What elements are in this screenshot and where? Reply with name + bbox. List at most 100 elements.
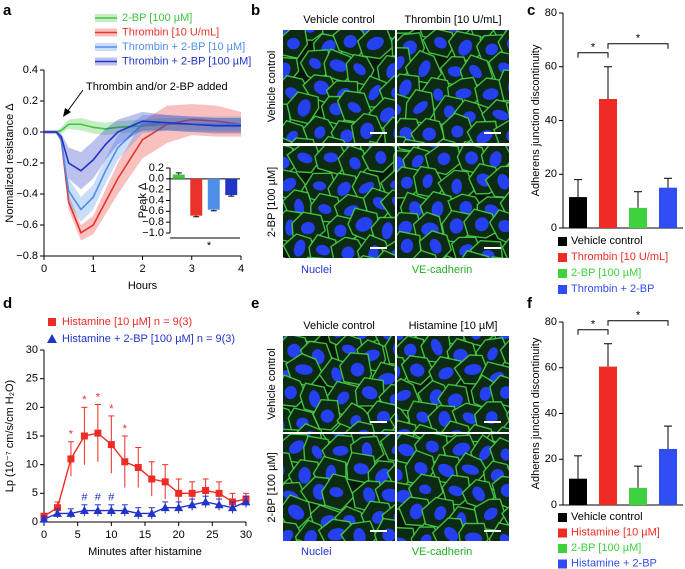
nucleus (429, 238, 442, 254)
y-tick-label: 25 (26, 373, 38, 385)
caption: Nuclei (301, 546, 332, 558)
cell-junction (512, 216, 543, 244)
nucleus (353, 463, 369, 475)
nucleus (287, 37, 300, 50)
y-tick-label: −0.6 (142, 205, 164, 217)
nucleus (281, 264, 293, 282)
nucleus (447, 393, 463, 408)
nucleus (462, 412, 478, 424)
nucleus (391, 86, 395, 100)
nucleus (320, 409, 335, 423)
bar (599, 99, 617, 228)
cell-junction (397, 526, 416, 541)
nucleus (433, 88, 444, 101)
y-tick-label: 30 (26, 344, 38, 356)
nucleus (418, 60, 431, 78)
nucleus (419, 484, 432, 495)
nucleus (444, 526, 459, 541)
legend-marker (47, 334, 57, 343)
nucleus (515, 157, 531, 174)
nucleus (430, 338, 443, 356)
nucleus (420, 534, 432, 541)
nucleus (329, 487, 344, 498)
nucleus (438, 463, 455, 478)
marker (67, 455, 75, 463)
marker (107, 441, 115, 449)
y-tick-label: 20 (26, 401, 38, 413)
caption: VE-cadherin (412, 264, 473, 276)
nucleus (375, 151, 387, 164)
nucleus (451, 178, 462, 195)
cell-junction (295, 538, 303, 541)
x-tick-label: 25 (206, 529, 218, 541)
nucleus (461, 464, 480, 475)
legend-label: Thrombin [10 U/mL] (571, 251, 668, 263)
legend-label: Histamine + 2-BP [100 µM] n = 9(3) (62, 333, 235, 345)
cell-junction (383, 546, 414, 569)
marker (52, 508, 62, 517)
x-tick-label: 1 (90, 263, 96, 275)
x-axis-title: Minutes after histamine (88, 546, 202, 558)
panel-label: b (251, 2, 260, 19)
y-tick-label: −0.8 (142, 216, 164, 228)
nucleus (400, 176, 413, 189)
y-tick-label: 60 (545, 362, 557, 374)
nucleus (409, 503, 424, 520)
marker (175, 489, 183, 497)
marker (121, 458, 129, 466)
legend-label: Vehicle control (571, 235, 643, 247)
nucleus (387, 264, 403, 280)
panel-label: f (527, 295, 533, 312)
marker (201, 497, 211, 506)
x-tick-label: 2 (139, 263, 145, 275)
nucleus (390, 178, 395, 189)
y-tick-label: −0.4 (16, 188, 38, 200)
marker (80, 432, 88, 440)
cell-junction (352, 545, 387, 569)
nucleus (336, 391, 350, 405)
cell-junction (379, 189, 395, 219)
nucleus (287, 343, 301, 358)
nucleus (411, 154, 424, 168)
axis-title: Vehicle control (266, 348, 278, 420)
nucleus (314, 126, 326, 139)
nucleus (353, 528, 366, 541)
cell-junction (380, 256, 414, 287)
bar (172, 174, 185, 179)
legend-swatch (558, 559, 567, 569)
nucleus (293, 239, 306, 257)
nucleus (398, 443, 415, 457)
marker (187, 500, 197, 509)
y-tick-label: 0 (551, 222, 557, 234)
legend-swatch (558, 544, 567, 553)
bar (225, 178, 238, 196)
marker (228, 503, 238, 512)
nucleus (482, 88, 499, 100)
marker (134, 464, 142, 472)
significance-bracket (577, 329, 609, 335)
nucleus (341, 246, 355, 258)
nucleus (499, 336, 509, 340)
nucleus (360, 122, 374, 139)
significance-label: * (69, 429, 74, 441)
cell-junction (489, 436, 509, 469)
nucleus (329, 59, 347, 72)
cell-junction (379, 434, 395, 462)
nucleus (511, 149, 528, 163)
cell-junction (505, 101, 509, 118)
x-tick-label: 0 (41, 263, 47, 275)
micrograph (283, 336, 395, 432)
legend-label: Histamine [10 µM] n = 9(3) (62, 316, 192, 328)
cell-junction (384, 336, 395, 365)
nucleus (500, 448, 509, 461)
marker (94, 429, 102, 437)
y-tick-label: 80 (545, 316, 557, 328)
nucleus (414, 461, 428, 475)
nucleus (334, 224, 347, 237)
nucleus (391, 442, 395, 455)
nucleus (397, 364, 401, 380)
panel-label: a (3, 2, 12, 19)
nucleus (397, 537, 409, 541)
cell-junction (296, 422, 323, 432)
nucleus (295, 364, 313, 375)
